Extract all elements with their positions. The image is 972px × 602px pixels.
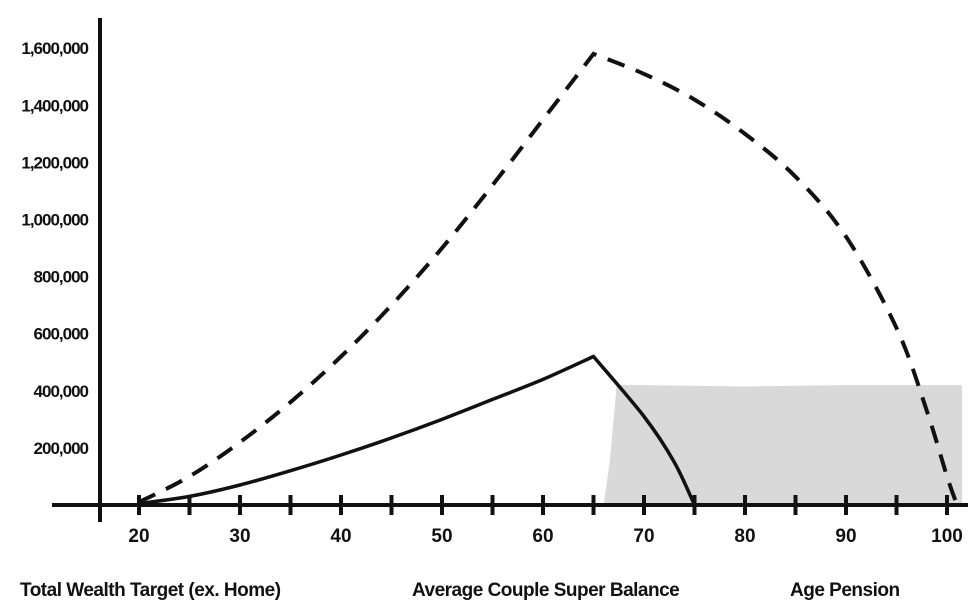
x-tick-label-20: 20 bbox=[128, 526, 149, 547]
x-tick-label-80: 80 bbox=[734, 526, 755, 547]
x-tick-label-90: 90 bbox=[835, 526, 856, 547]
x-tick-label-50: 50 bbox=[431, 526, 452, 547]
label-layer: 20 30 40 50 60 70 80 90 100 200,000 400,000 600,000… bbox=[21, 39, 962, 547]
x-tick-label-70: 70 bbox=[633, 526, 654, 547]
area-layer bbox=[603, 385, 963, 505]
series-line-super-balance bbox=[138, 354, 697, 506]
legend-label-super-balance: Average Couple Super Balance bbox=[412, 580, 680, 601]
y-tick-label-1600000: 1,600,000 bbox=[21, 39, 88, 58]
x-tick-label-40: 40 bbox=[330, 526, 351, 547]
legend-label-age-pension: Age Pension bbox=[790, 580, 900, 601]
y-tick-label-400000: 400,000 bbox=[34, 382, 89, 401]
y-tick-label-1000000: 1,000,000 bbox=[21, 211, 88, 230]
series-area-age-pension bbox=[603, 385, 963, 505]
legend-label-total-wealth: Total Wealth Target (ex. Home) bbox=[20, 580, 281, 601]
x-tick-label-100: 100 bbox=[931, 526, 963, 547]
y-tick-label-1200000: 1,200,000 bbox=[21, 153, 88, 172]
y-tick-label-600000: 600,000 bbox=[34, 325, 89, 344]
x-tick-label-30: 30 bbox=[229, 526, 250, 547]
line-layer bbox=[138, 51, 959, 506]
x-tick-label-60: 60 bbox=[532, 526, 553, 547]
y-tick-label-1400000: 1,400,000 bbox=[21, 96, 88, 115]
series-line-total-wealth-target bbox=[138, 51, 959, 506]
y-tick-label-200000: 200,000 bbox=[34, 439, 89, 458]
y-tick-label-800000: 800,000 bbox=[34, 268, 89, 287]
